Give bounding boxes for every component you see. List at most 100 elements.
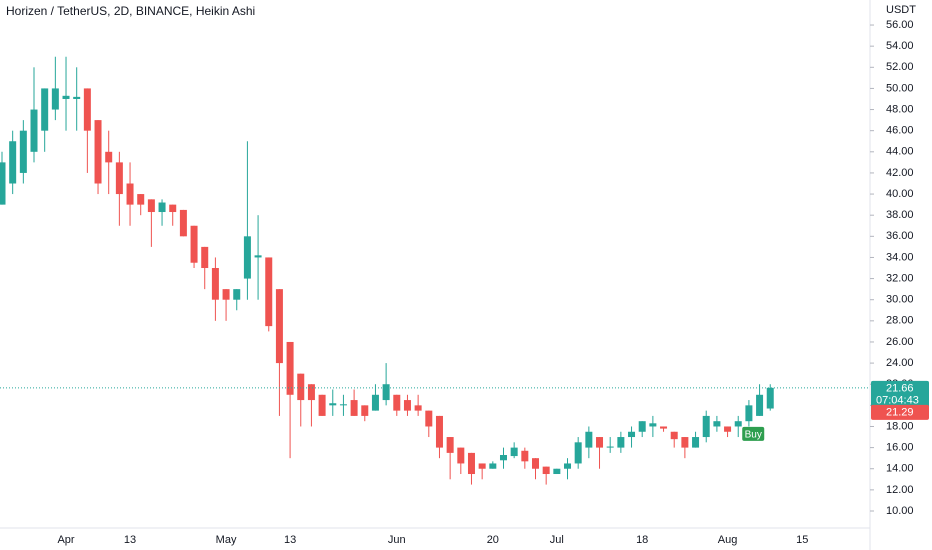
candle-body bbox=[681, 437, 689, 448]
candle-body bbox=[51, 88, 59, 110]
last-price-label: 21.66 bbox=[886, 383, 914, 395]
candle-body bbox=[702, 415, 710, 438]
candle-body bbox=[756, 394, 764, 416]
candle-body bbox=[382, 384, 390, 401]
candle-body bbox=[318, 394, 326, 416]
candle-body bbox=[660, 426, 668, 429]
candle-body bbox=[435, 415, 443, 448]
candle-body bbox=[574, 442, 582, 464]
candle-body bbox=[414, 405, 422, 411]
y-tick-label: 54.00 bbox=[886, 40, 914, 52]
candle-body bbox=[510, 447, 518, 457]
candle-body bbox=[0, 162, 6, 205]
candle-body bbox=[457, 447, 465, 464]
candle-body bbox=[41, 88, 49, 131]
candle-body bbox=[745, 405, 753, 422]
candle-body bbox=[425, 410, 433, 427]
candle-body bbox=[724, 426, 732, 432]
candle-body bbox=[83, 88, 91, 131]
candle-body bbox=[297, 373, 305, 401]
candle-body bbox=[137, 194, 145, 205]
y-tick-label: 24.00 bbox=[886, 357, 914, 369]
candle-body bbox=[638, 421, 646, 432]
y-tick-label: 12.00 bbox=[886, 484, 914, 496]
y-tick-label: 18.00 bbox=[886, 420, 914, 432]
candle-body bbox=[585, 431, 593, 448]
candle-body bbox=[713, 421, 721, 427]
candle-body bbox=[169, 204, 177, 213]
candle-body bbox=[30, 109, 38, 152]
y-tick-label: 40.00 bbox=[886, 188, 914, 200]
x-tick-label: 13 bbox=[284, 534, 296, 546]
candle-body bbox=[105, 151, 113, 163]
candle-body bbox=[596, 437, 604, 448]
candle-body bbox=[499, 455, 507, 461]
candle-body bbox=[286, 341, 294, 395]
candle-body bbox=[766, 387, 774, 409]
candle-body bbox=[158, 202, 166, 213]
y-tick-label: 44.00 bbox=[886, 146, 914, 158]
x-tick-label: Jul bbox=[550, 534, 564, 546]
candle-body bbox=[275, 289, 283, 364]
candle-body bbox=[521, 450, 529, 462]
candle-body bbox=[94, 120, 102, 184]
candle-body bbox=[147, 199, 155, 213]
candle-body bbox=[62, 95, 70, 99]
signal-label: Buy bbox=[745, 430, 762, 441]
y-tick-label: 26.00 bbox=[886, 336, 914, 348]
candle-body bbox=[692, 437, 700, 448]
candle-body bbox=[649, 423, 657, 427]
y-tick-label: 30.00 bbox=[886, 294, 914, 306]
y-tick-label: 32.00 bbox=[886, 272, 914, 284]
signal-box bbox=[742, 426, 765, 441]
candle-body bbox=[73, 96, 81, 99]
candle-body bbox=[489, 463, 497, 469]
y-tick-label: 42.00 bbox=[886, 167, 914, 179]
candle-body bbox=[553, 468, 561, 475]
candle-body bbox=[350, 400, 358, 416]
x-tick-label: Jun bbox=[388, 534, 406, 546]
candle-body bbox=[446, 437, 454, 453]
candle-body bbox=[564, 463, 572, 469]
candle-body bbox=[734, 421, 742, 427]
y-tick-label: 36.00 bbox=[886, 230, 914, 242]
x-tick-label: 15 bbox=[796, 534, 808, 546]
candle-body bbox=[211, 268, 219, 300]
x-tick-label: Apr bbox=[57, 534, 74, 546]
candle-body bbox=[190, 225, 198, 263]
countdown-label: 07:04:43 bbox=[876, 395, 919, 407]
candle-body bbox=[233, 289, 241, 300]
y-tick-label: 14.00 bbox=[886, 463, 914, 475]
candle-body bbox=[467, 452, 475, 475]
x-tick-label: 20 bbox=[487, 534, 499, 546]
x-tick-label: Aug bbox=[718, 534, 738, 546]
candle-body bbox=[532, 458, 539, 469]
candle-body bbox=[243, 236, 251, 279]
candle-body bbox=[307, 384, 315, 401]
y-tick-label: 38.00 bbox=[886, 209, 914, 221]
candle-body bbox=[115, 162, 123, 195]
candle-body bbox=[329, 403, 337, 406]
last-price-box bbox=[871, 380, 929, 409]
chart-title: Horizen / TetherUS, 2D, BINANCE, Heikin … bbox=[6, 4, 255, 18]
candle-body bbox=[9, 141, 17, 184]
x-tick-label: May bbox=[216, 534, 237, 546]
y-tick-label: 48.00 bbox=[886, 103, 914, 115]
x-tick-label: 13 bbox=[124, 534, 136, 546]
candle-body bbox=[606, 446, 614, 448]
y-tick-label: 50.00 bbox=[886, 82, 914, 94]
y-tick-label: 46.00 bbox=[886, 125, 914, 137]
candle-body bbox=[617, 437, 625, 448]
candle-body bbox=[478, 463, 486, 469]
candle-body bbox=[265, 257, 273, 327]
candle-body bbox=[201, 246, 209, 269]
candle-body bbox=[126, 183, 134, 205]
candle-body bbox=[670, 431, 678, 440]
candle-body bbox=[542, 466, 550, 475]
candle-body bbox=[403, 400, 411, 411]
y-tick-label: 28.00 bbox=[886, 315, 914, 327]
candle-body bbox=[254, 255, 262, 258]
candle-body bbox=[179, 209, 187, 237]
prev-price-label: 21.29 bbox=[886, 407, 914, 419]
y-tick-label: 16.00 bbox=[886, 442, 914, 454]
